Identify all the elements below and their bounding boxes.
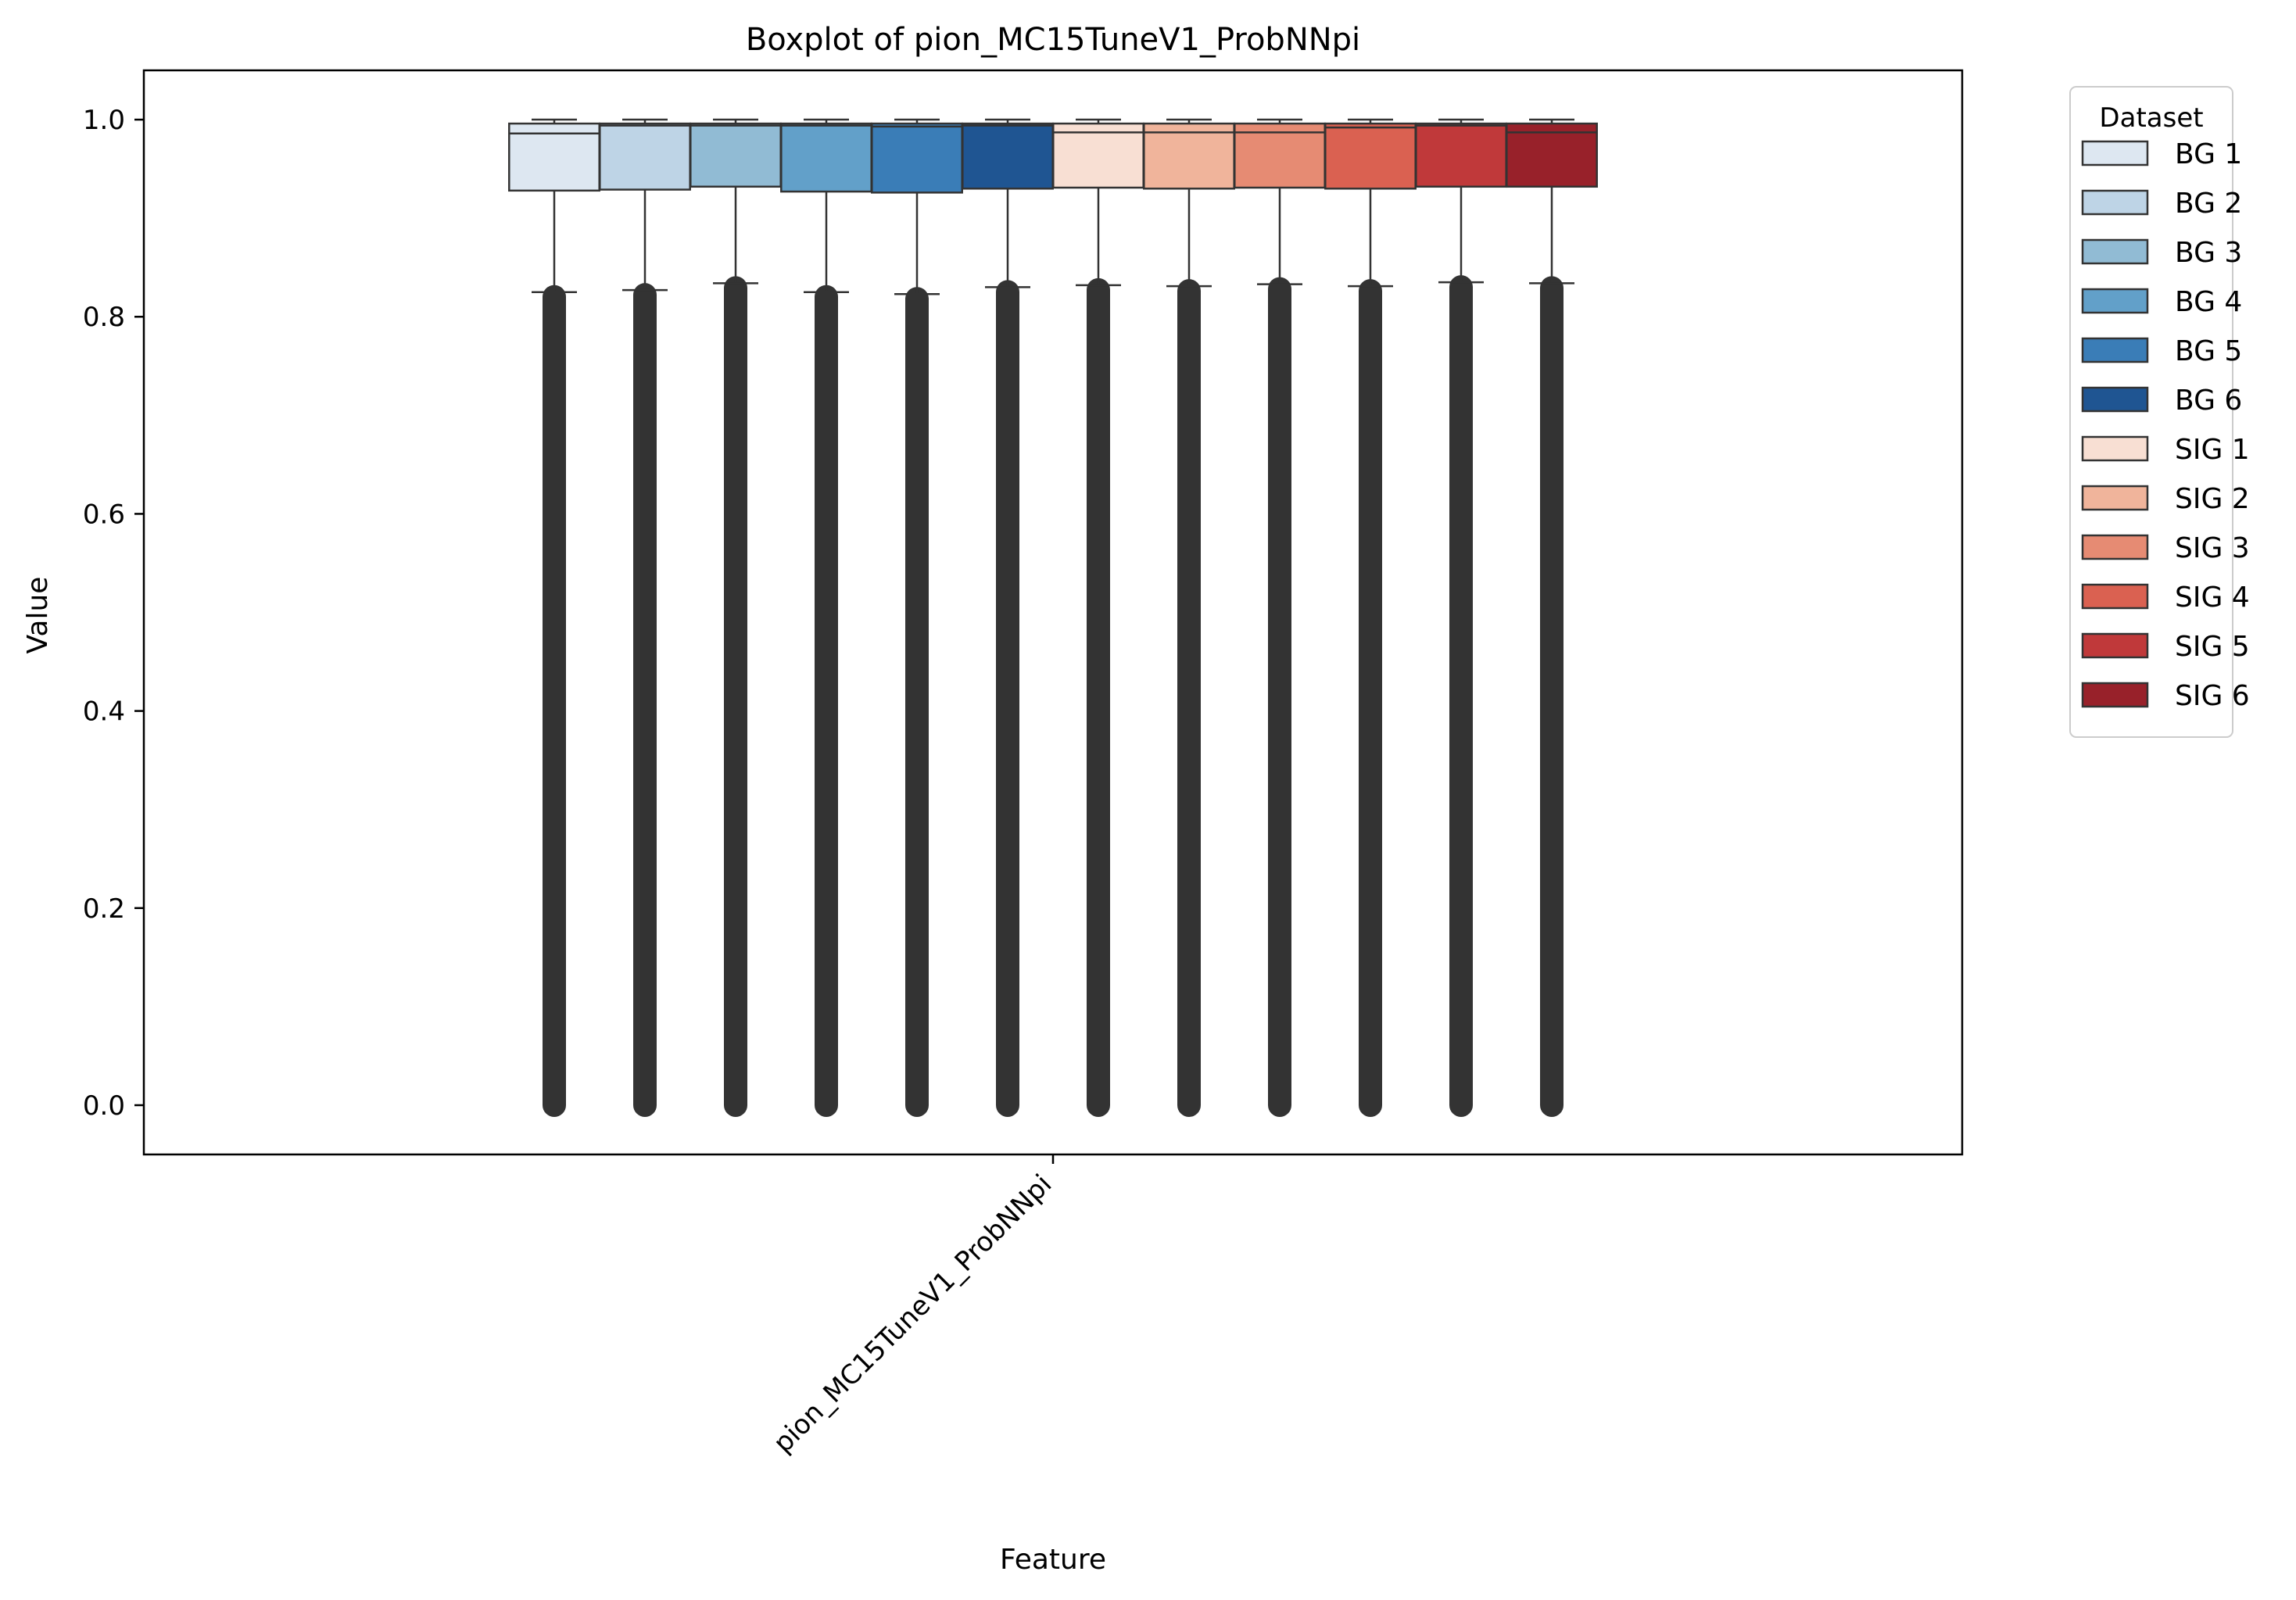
box-series-sig-1 [1052,118,1144,1117]
box-group [508,118,1598,1117]
legend-item: SIG 6 [2081,680,2250,712]
y-tick-label: 0.6 [83,499,125,530]
box-series-sig-2 [1143,118,1235,1117]
y-axis-label: Value [22,577,54,654]
box-iqr [962,122,1054,190]
legend-swatch [2081,386,2149,413]
y-tick-label: 0.0 [83,1090,125,1122]
legend-swatch [2081,435,2149,462]
y-tick-label: 0.2 [83,893,125,925]
legend-swatch [2081,682,2149,708]
legend-item: SIG 1 [2081,434,2250,466]
legend-item: BG 2 [2081,188,2242,220]
box-series-bg-2 [599,118,691,1117]
legend-label: SIG 2 [2175,483,2250,515]
legend-swatch [2081,288,2149,314]
box-iqr [599,122,691,191]
legend-label: SIG 1 [2175,434,2250,466]
plot-area [142,69,1964,1156]
legend-label: SIG 3 [2175,532,2250,564]
legend-label: SIG 5 [2175,631,2250,663]
box-series-bg-1 [508,118,600,1117]
legend-label: SIG 6 [2175,680,2250,712]
box-series-sig-6 [1506,118,1598,1117]
legend: Dataset BG 1 BG 2 BG 3 BG 4 BG 5 BG 6 SIG 1 SIG… [2069,86,2250,738]
box-iqr [1324,122,1417,190]
y-tick-label: 0.8 [83,302,125,333]
box-series-sig-3 [1234,118,1326,1117]
box-iqr [1415,122,1507,188]
box-series-bg-6 [962,118,1054,1117]
legend-items: BG 1 BG 2 BG 3 BG 4 BG 5 BG 6 SIG 1 SIG 2 SIG 3 S… [2081,138,2250,712]
x-axis-label: Feature [1000,1544,1106,1576]
box-iqr [780,122,872,193]
legend-label: BG 2 [2175,188,2242,220]
box-iqr [1506,122,1598,188]
box-iqr [508,122,600,192]
box-iqr [1234,122,1326,189]
legend-swatch [2081,140,2149,166]
legend-swatch [2081,485,2149,511]
y-axis: 0.0 0.2 0.4 0.6 0.8 1.0 [83,105,144,1122]
legend-item: BG 4 [2081,286,2242,318]
legend-swatch [2081,238,2149,265]
legend-swatch [2081,534,2149,560]
legend-item: SIG 2 [2081,483,2250,515]
box-iqr [871,122,963,194]
y-tick-label: 1.0 [83,105,125,136]
box-series-bg-5 [871,118,963,1117]
legend-item: BG 3 [2081,237,2242,269]
box-series-sig-5 [1415,118,1507,1117]
box-iqr [690,122,782,188]
legend-item: SIG 3 [2081,532,2250,564]
box-iqr [1052,122,1144,189]
legend-swatch [2081,337,2149,363]
legend-label: BG 5 [2175,335,2242,367]
legend-swatch [2081,632,2149,659]
legend-label: BG 1 [2175,138,2242,170]
legend-label: BG 4 [2175,286,2242,318]
legend-item: SIG 5 [2081,631,2250,663]
legend-label: BG 3 [2175,237,2242,269]
legend-item: SIG 4 [2081,582,2250,614]
legend-swatch [2081,583,2149,610]
chart-title: Boxplot of pion_MC15TuneV1_ProbNNpi [746,22,1360,58]
legend-swatch [2081,189,2149,216]
legend-item: BG 5 [2081,335,2242,367]
legend-label: BG 6 [2175,385,2242,417]
legend-title: Dataset [2099,102,2203,134]
legend-item: BG 1 [2081,138,2242,170]
legend-item: BG 6 [2081,385,2242,417]
y-tick-label: 0.4 [83,696,125,728]
box-series-bg-4 [780,118,872,1117]
legend-label: SIG 4 [2175,582,2250,614]
